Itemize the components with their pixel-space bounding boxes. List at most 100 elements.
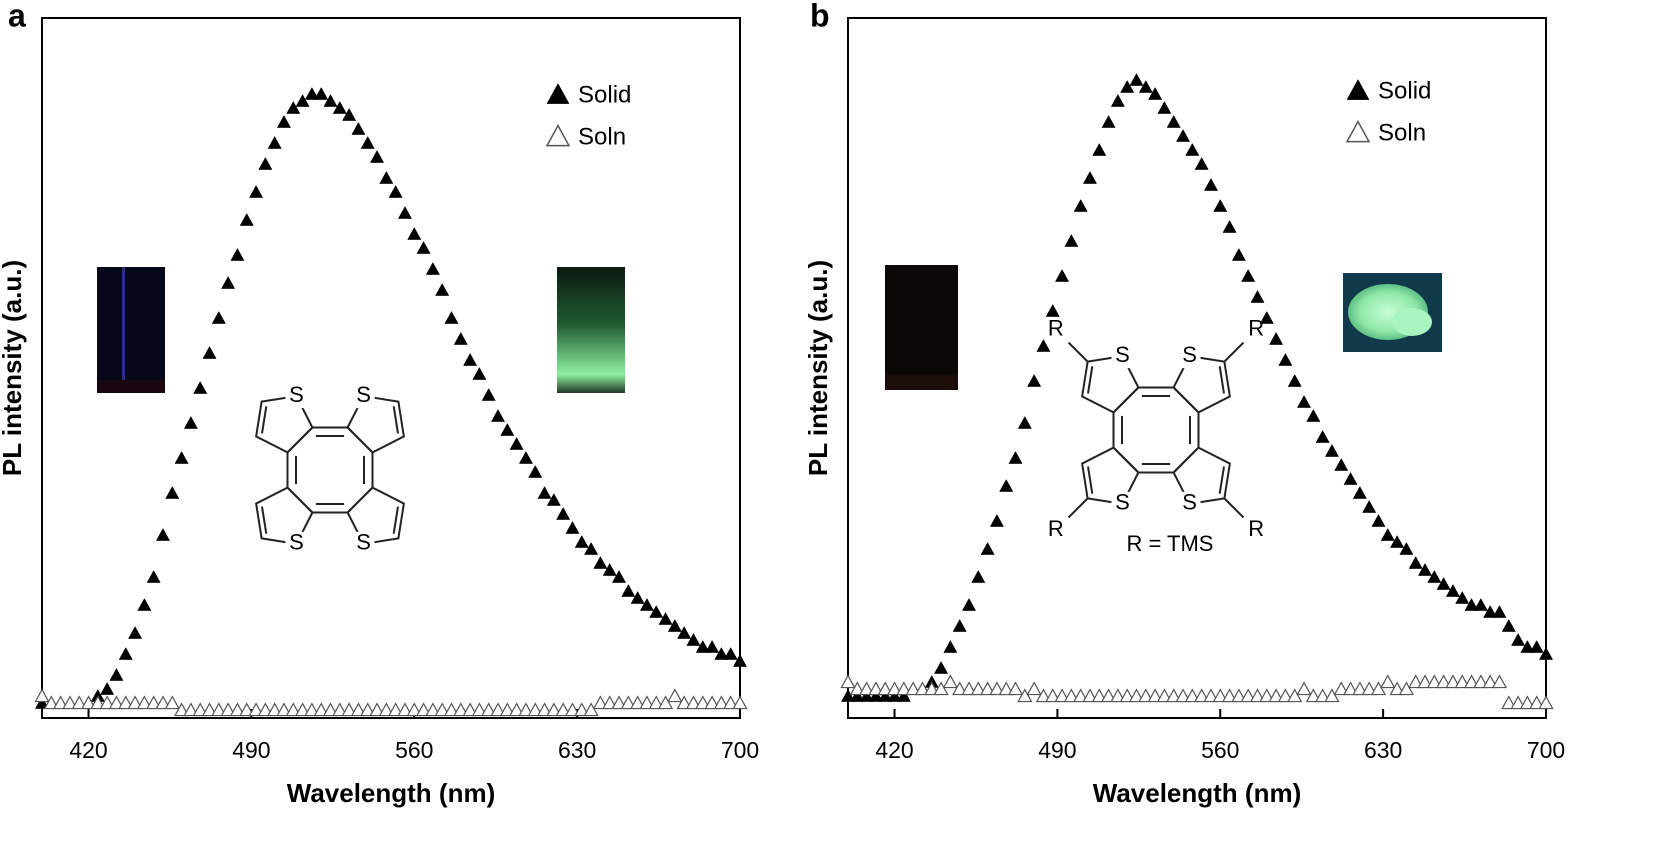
data-point [989,514,1004,527]
data-point [878,689,893,702]
data-point [723,647,738,660]
data-point [202,346,217,359]
data-point [1417,674,1433,689]
data-point [1110,94,1125,107]
data-point [667,619,682,632]
data-point [868,689,883,702]
data-point [1166,688,1182,703]
data-point [924,681,940,696]
data-point [536,702,553,717]
data-point [1036,339,1051,352]
data-point [565,521,580,534]
data-point [555,702,571,717]
data-point [518,702,534,717]
data-point [639,695,655,710]
data-point [1026,681,1042,696]
data-point [1408,556,1423,569]
data-point [1380,674,1396,689]
y-axis-label: PL intensity (a.u.) [803,260,833,476]
x-tick-label: 630 [1364,737,1402,763]
data-point [989,681,1005,696]
data-point [472,367,487,380]
data-point [1045,688,1061,703]
data-point [1128,688,1145,703]
data-point [1259,311,1274,324]
data-point [1529,695,1545,710]
data-point [676,695,692,710]
data-point [388,702,404,717]
data-point [314,87,329,100]
data-point [1212,688,1228,703]
double-bond [392,406,399,434]
data-point [1520,640,1535,653]
data-point [1101,115,1116,128]
legend-marker [546,83,570,104]
atom-label: R [1048,516,1064,541]
data-point [1035,688,1052,703]
data-point [1511,633,1526,646]
data-point [1157,101,1172,114]
data-point [1436,674,1452,689]
data-point [999,479,1014,492]
data-point [952,681,968,696]
data-point [1445,584,1460,597]
x-axis-label: Wavelength (nm) [287,778,495,808]
data-point [220,702,236,717]
data-point [1175,688,1191,703]
data-point [1399,542,1414,555]
x-tick-label: 630 [558,737,596,763]
data-point [285,702,301,717]
thiophene-ring [346,486,405,545]
data-point [183,416,198,429]
data-point [1064,234,1079,247]
data-point [648,695,664,710]
data-point [952,619,967,632]
atom-background [285,531,308,556]
data-point [574,702,590,717]
legend-label: Soln [1378,119,1426,146]
data-point [979,681,996,696]
data-point [1129,73,1144,86]
data-point [1221,688,1238,703]
atom-background [285,384,308,409]
data-point [499,702,515,717]
data-point [961,598,977,611]
data-point [630,591,645,604]
data-point [611,570,627,583]
data-point [971,570,986,583]
atom-label: S [1182,490,1197,515]
double-bond [1218,466,1225,494]
plot-frame [847,17,1547,719]
data-point [239,213,254,226]
data-point [342,108,357,121]
data-point [397,702,413,717]
data-point [584,542,599,555]
data-point [174,451,189,464]
data-point [583,702,599,717]
data-point [667,688,683,703]
data-point [257,702,273,717]
data-point [276,115,291,128]
data-point [1120,80,1135,93]
data-point [1240,688,1256,703]
atom-label: S [356,382,371,407]
data-point [1324,444,1339,457]
legend-label: Soln [578,123,626,150]
data-point [434,702,450,717]
double-bond [261,506,268,534]
data-point [1333,681,1349,696]
data-point [201,702,218,717]
data-point [1324,688,1340,703]
data-point [639,598,654,611]
data-point [896,689,911,702]
data-point [183,702,199,717]
data-point [407,227,422,240]
data-point [546,702,562,717]
atom-background [1178,344,1201,369]
data-point [425,702,441,717]
data-point [1361,681,1377,696]
atom-background [1111,344,1134,369]
data-point [1138,688,1154,703]
